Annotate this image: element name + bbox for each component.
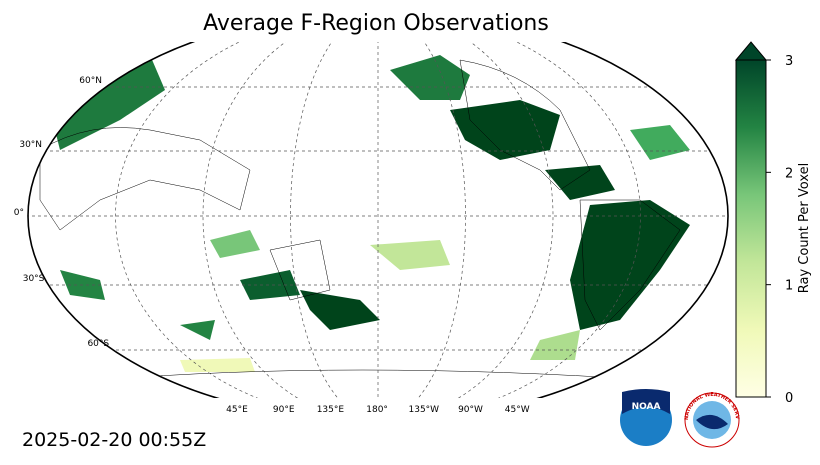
lon-label: 45°E xyxy=(226,405,248,415)
lon-label: 90°E xyxy=(273,405,295,415)
colorbar-extend xyxy=(734,41,768,61)
lat-label: 30°S xyxy=(23,274,45,284)
map xyxy=(27,42,729,398)
meridian xyxy=(202,42,379,398)
map-title: Average F-Region Observations xyxy=(203,11,549,36)
noaa-logo: NOAA xyxy=(620,389,672,446)
lon-label: 45°W xyxy=(505,405,530,415)
colorbar-label: Ray Count Per Voxel xyxy=(797,163,812,293)
lon-label: 135°W xyxy=(409,405,440,415)
noaa-text: NOAA xyxy=(632,402,661,412)
colorbar-tick-label: 2 xyxy=(785,166,793,181)
colorbar-tick-label: 3 xyxy=(785,54,793,69)
lat-label: 0° xyxy=(14,208,24,218)
lon-label: 135°E xyxy=(317,405,345,415)
colorbar xyxy=(735,59,767,398)
meridian xyxy=(115,42,379,398)
lat-label: 30°N xyxy=(19,140,42,150)
colorbar-tick-label: 1 xyxy=(785,279,793,294)
coastlines xyxy=(39,59,681,381)
lon-label: 180° xyxy=(366,405,388,415)
map-border xyxy=(27,42,729,398)
meridian xyxy=(377,42,554,398)
lon-label: 90°W xyxy=(458,405,483,415)
graticule xyxy=(28,42,728,398)
timestamp: 2025-02-20 00:55Z xyxy=(22,429,206,451)
meridian xyxy=(377,42,641,398)
lat-label: 60°S xyxy=(87,339,109,349)
colorbar-tick-label: 0 xyxy=(785,391,793,406)
lat-label: 60°N xyxy=(79,76,102,86)
